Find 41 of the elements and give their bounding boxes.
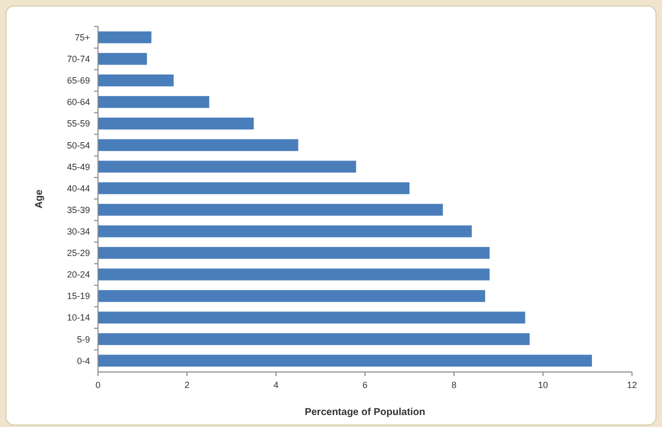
x-tick-label: 12 — [626, 380, 638, 390]
bar — [98, 246, 490, 259]
bar — [98, 204, 443, 216]
y-tick-label: 20-24 — [66, 270, 90, 280]
bar — [98, 290, 486, 302]
y-tick-label: 30-34 — [66, 226, 90, 236]
bar — [98, 182, 410, 194]
y-tick-label: 50-54 — [66, 140, 90, 150]
bar — [98, 31, 152, 44]
y-tick-label: 45-49 — [66, 162, 90, 172]
y-tick-label: 25-29 — [66, 248, 90, 258]
x-tick-label: 6 — [362, 380, 368, 390]
y-tick-label: 75+ — [74, 32, 90, 42]
bar — [98, 225, 472, 238]
bar — [98, 268, 490, 280]
bar — [98, 312, 526, 324]
bar — [98, 118, 254, 130]
bar — [98, 333, 530, 346]
bar — [98, 160, 356, 173]
y-tick-label: 60-64 — [66, 97, 90, 108]
y-tick-label: 15-19 — [66, 291, 90, 302]
y-tick-label: 65-69 — [66, 76, 90, 86]
y-tick-label: 0-4 — [76, 356, 90, 366]
y-tick-label: 5-9 — [76, 334, 90, 344]
x-axis-title: Percentage of Population — [304, 407, 426, 418]
y-tick-label: 35-39 — [66, 204, 90, 215]
bar — [98, 96, 210, 108]
bar — [98, 354, 592, 367]
y-tick-label: 70-74 — [66, 54, 90, 64]
y-tick-label: 10-14 — [66, 312, 90, 323]
bar — [98, 74, 174, 86]
y-tick-label: 55-59 — [66, 118, 90, 129]
x-tick-label: 10 — [538, 380, 548, 390]
bar — [98, 139, 298, 152]
x-tick-label: 2 — [184, 380, 190, 390]
x-tick-label: 8 — [451, 380, 457, 390]
y-tick-label: 40-44 — [66, 183, 90, 194]
x-tick-label: 4 — [273, 380, 279, 390]
x-tick-label: 0 — [95, 380, 101, 390]
bar — [98, 52, 147, 65]
y-axis-title: Age — [34, 189, 45, 208]
